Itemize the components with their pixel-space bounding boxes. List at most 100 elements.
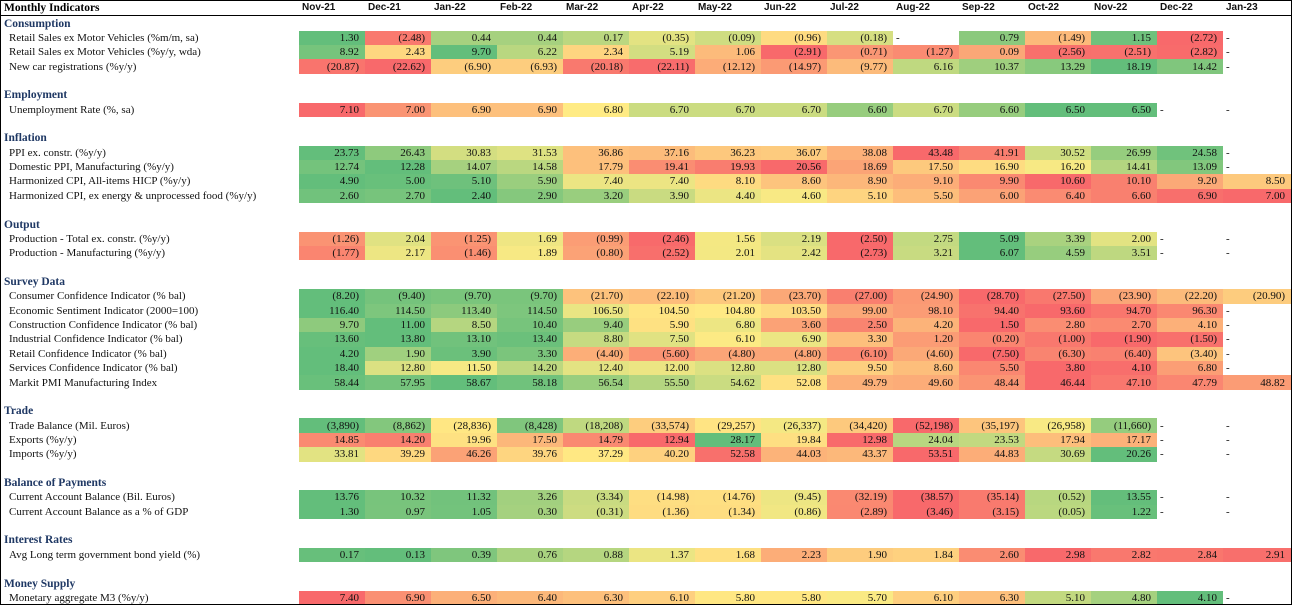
table-row: Monetary aggregate M3 (%y/y) 7.40 6.90 6.50… [1,590,1291,604]
value-cell: 7.40 [629,174,695,189]
value-cell: (6.30) [1025,346,1091,361]
value-cell: (28.70) [959,289,1025,304]
value-cell: (1.46) [431,246,497,261]
value-cell: 2.43 [365,45,431,60]
value-cell: 41.91 [959,145,1025,160]
header-row: Monthly Indicators Nov-21 Dec-21 Jan-22 Feb… [1,1,1291,17]
empty-cell: - [1157,504,1223,519]
value-cell: 8.10 [695,174,761,189]
value-cell: (14.98) [629,490,695,505]
value-cell: 11.00 [365,317,431,333]
value-cell: 4.20 [893,317,959,333]
value-cell: 2.17 [365,246,431,261]
value-cell: 3.80 [1025,360,1091,376]
value-cell: 49.79 [827,375,893,390]
table-row: Production - Manufacturing (%y/y) (1.77) 2… [1,246,1291,261]
value-cell: (20.90) [1223,289,1291,304]
value-cell: (4.60) [893,346,959,361]
value-cell: 6.40 [1025,188,1091,204]
value-cell: (6.40) [1091,346,1157,361]
month-header: Dec-22 [1157,1,1223,17]
value-cell: 14.20 [365,432,431,448]
value-cell: 9.40 [563,317,629,333]
value-cell: 7.50 [629,332,695,347]
value-cell: (3,890) [299,418,365,433]
value-cell: 44.83 [959,447,1025,462]
value-cell: 33.81 [299,447,365,462]
value-cell: 5.80 [695,590,761,604]
month-header: Jan-23 [1223,1,1291,17]
value-cell: 0.44 [431,30,497,46]
value-cell: 96.30 [1157,303,1223,318]
value-cell: (0.71) [827,45,893,60]
value-cell: (2.56) [1025,45,1091,60]
month-header: Sep-22 [959,1,1025,17]
value-cell: 5.70 [827,590,893,604]
table-row: Industrial Confidence Indicator (% bal) 1… [1,332,1291,347]
value-cell: 11.50 [431,360,497,376]
value-cell: 114.50 [497,303,563,318]
spacer-row [1,260,1291,274]
value-cell: 48.44 [959,375,1025,390]
value-cell: 58.67 [431,375,497,390]
value-cell: 24.58 [1157,145,1223,160]
value-cell: 4.80 [1091,590,1157,604]
row-label: Harmonized CPI, ex energy & unprocessed … [9,189,257,202]
value-cell: (2.73) [827,246,893,261]
value-cell: 5.10 [1025,590,1091,604]
value-cell: 3.21 [893,246,959,261]
value-cell: 26.99 [1091,145,1157,160]
value-cell: 8.80 [563,332,629,347]
month-header: Nov-21 [299,1,365,17]
value-cell: 13.80 [365,332,431,347]
value-cell: 12.28 [365,159,431,175]
value-cell: (9.45) [761,490,827,505]
value-cell: 2.70 [1091,317,1157,333]
empty-cell: - [1223,246,1291,261]
value-cell: (33,574) [629,418,695,433]
value-cell: 2.98 [1025,547,1091,563]
spacer-cell [1,390,1291,404]
value-cell: 116.40 [299,303,365,318]
row-label: Retail Confidence Indicator (% bal) [9,347,167,360]
value-cell: (27.00) [827,289,893,304]
value-cell: 7.40 [299,590,365,604]
month-header: Apr-22 [629,1,695,17]
value-cell: (29,257) [695,418,761,433]
value-cell: 3.90 [431,346,497,361]
value-cell: 0.97 [365,504,431,519]
value-cell: (2.46) [629,231,695,247]
value-cell: 1.05 [431,504,497,519]
value-cell: (8,428) [497,418,563,433]
section-title: Money Supply [4,577,76,590]
value-cell: (21.20) [695,289,761,304]
value-cell: 0.09 [959,45,1025,60]
value-cell: 12.74 [299,159,365,175]
value-cell: 7.40 [563,174,629,189]
value-cell: 54.62 [695,375,761,390]
value-cell: 2.82 [1091,547,1157,563]
value-cell: 0.30 [497,504,563,519]
value-cell: 46.26 [431,447,497,462]
value-cell: (1.50) [1157,332,1223,347]
spacer-cell [1,260,1291,274]
value-cell: 1.37 [629,547,695,563]
value-cell: 36.07 [761,145,827,160]
section-row: Survey Data [1,275,1291,289]
value-cell: 2.70 [365,188,431,204]
value-cell: 39.76 [497,447,563,462]
value-cell: 3.51 [1091,246,1157,261]
value-cell: 0.17 [563,30,629,46]
value-cell: 9.90 [959,174,1025,189]
value-cell: 6.07 [959,246,1025,261]
value-cell: 17.79 [563,159,629,175]
value-cell: 43.37 [827,447,893,462]
value-cell: 1.15 [1091,30,1157,46]
value-cell: 36.86 [563,145,629,160]
value-cell: (9.77) [827,59,893,74]
value-cell: 47.10 [1091,375,1157,390]
value-cell: (0.80) [563,246,629,261]
value-cell: (0.18) [827,30,893,46]
